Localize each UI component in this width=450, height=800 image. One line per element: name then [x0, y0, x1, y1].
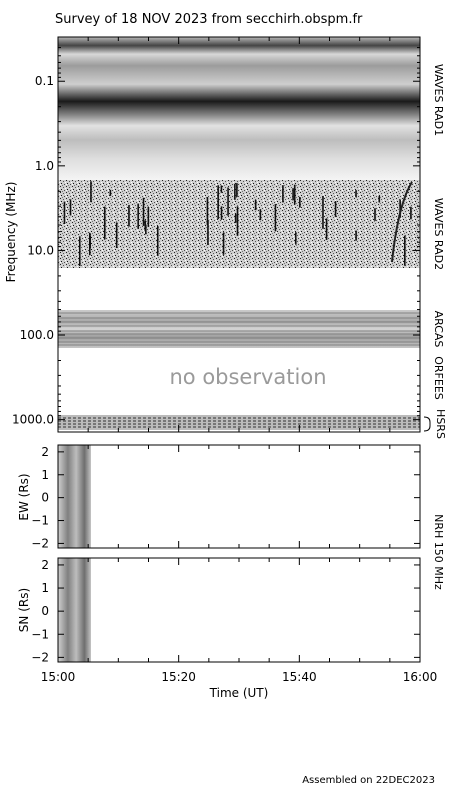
- label-rad2: WAVES RAD2: [432, 198, 445, 270]
- ew-tick-label: −2: [31, 536, 49, 550]
- time-axis: 15:00 15:20 15:40 16:00: [41, 37, 438, 684]
- no-observation-label: no observation: [169, 365, 326, 389]
- label-rad1: WAVES RAD1: [432, 64, 445, 136]
- frequency-axis-title: Frequency (MHz): [4, 182, 18, 283]
- ew-tick-label: 1: [41, 468, 49, 482]
- sn-axis: −2 −1 0 1 2: [31, 558, 420, 664]
- time-tick-label: 15:40: [282, 670, 317, 684]
- freq-tick-label: 0.1: [35, 74, 54, 88]
- sn-tick-label: 2: [41, 558, 49, 572]
- sn-frame: [57, 557, 421, 663]
- rad2-bursts: [63, 181, 413, 266]
- arcas-lines: [58, 312, 420, 346]
- ew-panel: −2 −1 0 1 2 EW (Rs): [17, 444, 421, 550]
- assembled-footer: Assembled on 22DEC2023: [302, 775, 435, 786]
- sn-tick-label: 0: [41, 604, 49, 618]
- time-axis-title: Time (UT): [209, 686, 269, 700]
- label-nrh: NRH 150 MHz: [432, 514, 445, 590]
- instrument-labels: WAVES RAD1 WAVES RAD2 ARCAS ORFEES HSRS …: [423, 64, 447, 590]
- sn-panel: −2 −1 0 1 2 SN (Rs): [17, 557, 421, 664]
- time-tick-label: 15:20: [161, 670, 196, 684]
- freq-tick-label: 1.0: [35, 159, 54, 173]
- ew-axis: −2 −1 0 1 2: [31, 445, 420, 550]
- spectrogram-panel: no observation 0.1 1.0 10.0 100.0 1000.0 Fre…: [4, 36, 421, 433]
- ew-axis-title: EW (Rs): [17, 473, 31, 520]
- hsrs-bracket: [423, 416, 431, 432]
- time-tick-label: 16:00: [403, 670, 438, 684]
- rad2-drift-burst: [391, 181, 413, 263]
- ew-tick-label: 2: [41, 445, 49, 459]
- freq-tick-label: 1000.0: [12, 413, 54, 427]
- label-hsrs: HSRS: [434, 409, 447, 439]
- frequency-axis: 0.1 1.0 10.0 100.0 1000.0: [12, 36, 420, 427]
- hsrs-band: [58, 415, 420, 430]
- sn-tick-label: 1: [41, 581, 49, 595]
- ew-tick-label: 0: [41, 491, 49, 505]
- rad1-band: [58, 37, 420, 180]
- sn-tick-label: −1: [31, 627, 49, 641]
- sn-axis-title: SN (Rs): [17, 588, 31, 632]
- sn-tick-label: −2: [31, 650, 49, 664]
- sn-data: [58, 558, 91, 662]
- label-arcas: ARCAS: [432, 311, 445, 348]
- ew-data: [58, 445, 91, 548]
- figure-title: Survey of 18 NOV 2023 from secchirh.obsp…: [55, 12, 363, 27]
- time-tick-label: 15:00: [41, 670, 76, 684]
- freq-tick-label: 10.0: [27, 243, 54, 257]
- rad2-band: [58, 180, 420, 268]
- freq-tick-label: 100.0: [20, 328, 54, 342]
- hsrs-lines: [58, 417, 420, 428]
- ew-frame: [57, 444, 421, 549]
- label-orfees: ORFEES: [432, 356, 445, 400]
- ew-tick-label: −1: [31, 514, 49, 528]
